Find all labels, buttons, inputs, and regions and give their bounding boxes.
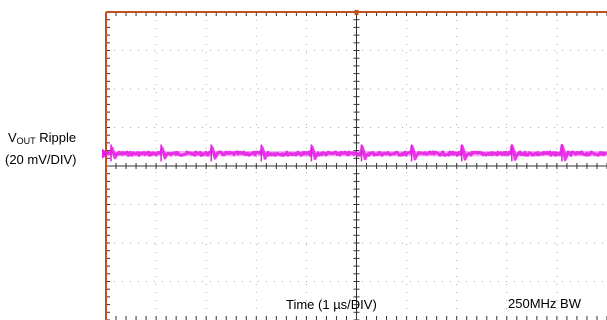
grid-layer [105, 11, 607, 320]
channel-marker [102, 148, 109, 159]
frame-layer [102, 10, 607, 320]
trigger-position-marker [354, 10, 359, 15]
ripple-band [106, 150, 607, 157]
x-axis-label: Time (1 µs/DIV) [286, 297, 377, 312]
y-scale-label: (20 mV/DIV) [5, 152, 77, 167]
y-axis-label: VOUT Ripple [8, 130, 77, 146]
trace-layer [105, 144, 607, 162]
ripple-trace [105, 144, 607, 162]
bandwidth-label: 250MHz BW [508, 296, 581, 311]
